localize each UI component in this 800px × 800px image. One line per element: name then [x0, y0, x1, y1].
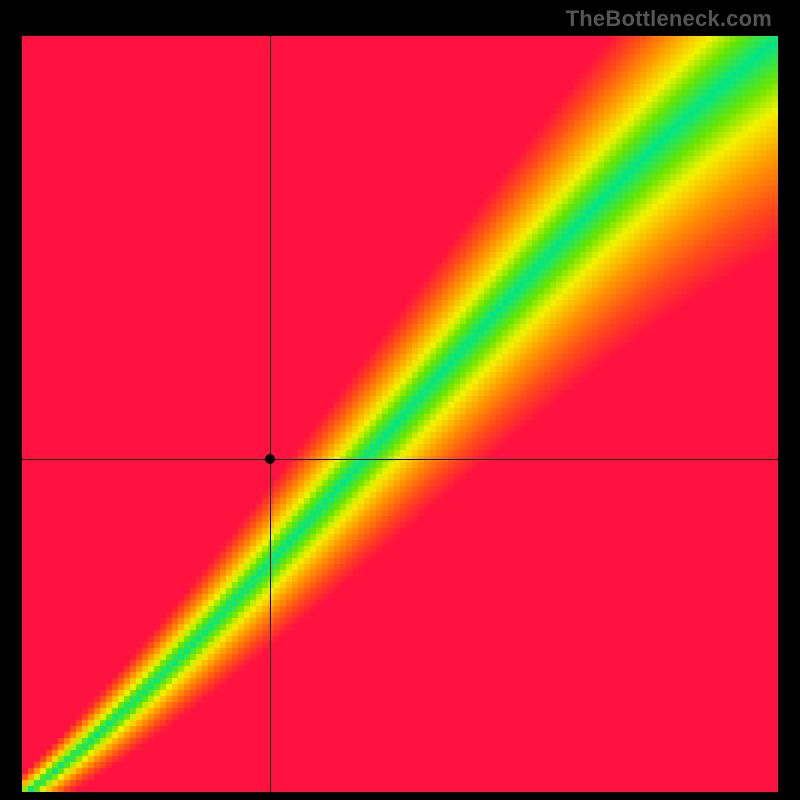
crosshair-vertical	[270, 36, 271, 792]
heatmap-plot	[22, 36, 778, 792]
crosshair-marker	[265, 454, 275, 464]
heat-canvas	[22, 36, 778, 792]
chart-stage: TheBottleneck.com	[0, 0, 800, 800]
watermark-text: TheBottleneck.com	[566, 6, 772, 32]
crosshair-horizontal	[22, 459, 778, 460]
